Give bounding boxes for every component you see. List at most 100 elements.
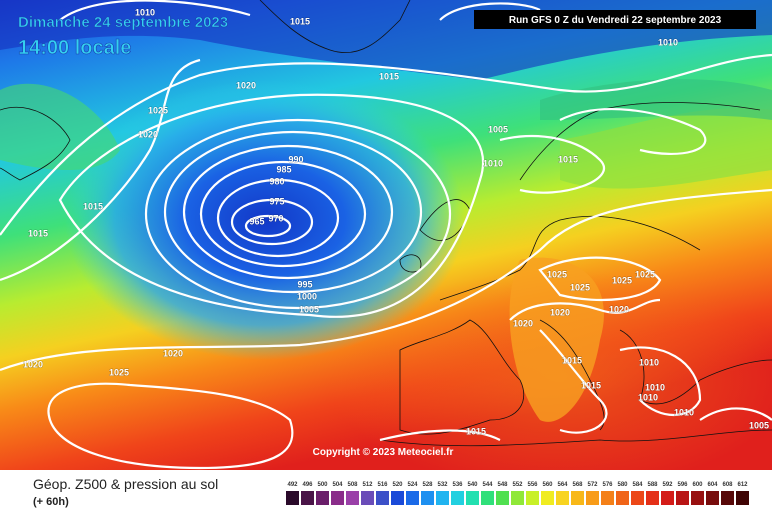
isobar-label: 1010 [658,37,678,47]
isobar-label: 1010 [483,158,503,168]
scale-swatch [586,491,599,505]
scale-swatch [661,491,674,505]
scale-label: 580 [617,482,628,488]
scale-label: 544 [482,482,493,488]
scale-label: 520 [392,482,403,488]
isobar-label: 1025 [635,269,655,279]
scale-swatch [676,491,689,505]
isobar-label: 990 [288,154,303,164]
scale-label: 524 [407,482,418,488]
isobar-label: 1000 [297,291,317,301]
scale-swatch [421,491,434,505]
scale-label: 608 [722,482,733,488]
scale-label: 576 [602,482,613,488]
scale-label: 492 [287,482,298,488]
scale-label: 588 [647,482,658,488]
scale-swatch [511,491,524,505]
isobar-label: 985 [276,164,291,174]
scale-label: 500 [317,482,328,488]
scale-label: 528 [422,482,433,488]
scale-swatch [286,491,299,505]
run-box [474,10,756,29]
scale-label: 612 [737,482,748,488]
scale-swatch [601,491,614,505]
isobar-label: 1005 [488,124,508,134]
scale-swatch [571,491,584,505]
isobar-label: 1025 [570,282,590,292]
scale-swatch [316,491,329,505]
scale-label: 496 [302,482,313,488]
scale-label: 532 [437,482,448,488]
isobar-label: 1020 [609,304,629,314]
isobar-label: 970 [268,213,283,223]
scale-swatch [706,491,719,505]
scale-swatch [391,491,404,505]
scale-label: 592 [662,482,673,488]
scale-swatch [556,491,569,505]
isobar-label: 1005 [749,420,769,430]
scale-swatch [736,491,749,505]
isobar-label: 1015 [558,154,578,164]
isobar-label: 1015 [290,16,310,26]
isobar-label: 1005 [299,304,319,314]
isobar-label: 1010 [638,392,658,402]
scale-swatch [376,491,389,505]
isobar-label: 1015 [562,355,582,365]
scale-label: 568 [572,482,583,488]
isobar-label: 1015 [379,71,399,81]
scale-swatch [526,491,539,505]
scale-swatch [361,491,374,505]
scale-label: 564 [557,482,568,488]
color-scale: 492 496 500 504 508 512 516 520 524 528 532 536 540 5… [286,482,749,505]
scale-label: 600 [692,482,703,488]
scale-label: 596 [677,482,688,488]
scale-label: 604 [707,482,718,488]
isobar-label: 1010 [645,382,665,392]
scale-label: 504 [332,482,343,488]
scale-label: 508 [347,482,358,488]
scale-label: 516 [377,482,388,488]
scale-swatch [616,491,629,505]
isobar-label: 1010 [135,7,155,17]
scale-swatch [691,491,704,505]
scale-label: 552 [512,482,523,488]
scale-swatch [346,491,359,505]
isobar-label: 1015 [83,201,103,211]
isobar-label: 1020 [163,348,183,358]
scale-label: 512 [362,482,373,488]
isobar-label: 1020 [23,359,43,369]
isobar-label: 1015 [466,426,486,436]
isobar-label: 1015 [28,228,48,238]
scale-label: 536 [452,482,463,488]
scale-swatch [406,491,419,505]
scale-swatch [721,491,734,505]
isobar-label: 980 [269,176,284,186]
scale-label: 560 [542,482,553,488]
date-label: Dimanche 24 septembre 2023 [18,14,228,31]
scale-swatch [466,491,479,505]
isobar-label: 975 [269,196,284,206]
isobar-label: 995 [297,279,312,289]
scale-label: 548 [497,482,508,488]
map-area: 1010 1015 1020 1025 1020 1015 1015 1015 1005 1010… [0,0,772,490]
run-label: Run GFS 0 Z du Vendredi 22 septembre 202… [509,15,722,26]
isobar-label: 1020 [513,318,533,328]
copyright: Copyright © 2023 Meteociel.fr [313,447,454,458]
scale-swatch [646,491,659,505]
scale-swatch [451,491,464,505]
isobar-label: 1020 [550,307,570,317]
legend-subtitle: (+ 60h) [33,496,69,508]
isobar-label: 1025 [612,275,632,285]
isobar-label: 1020 [138,129,158,139]
scale-swatch [331,491,344,505]
time-label: 14:00 locale [18,37,131,59]
scale-label: 556 [527,482,538,488]
isobar-label: 1010 [639,357,659,367]
scale-swatch [631,491,644,505]
scale-swatch [301,491,314,505]
scale-label: 572 [587,482,598,488]
scale-swatch [541,491,554,505]
isobar-label: 1025 [547,269,567,279]
isobar-label: 965 [249,216,264,226]
